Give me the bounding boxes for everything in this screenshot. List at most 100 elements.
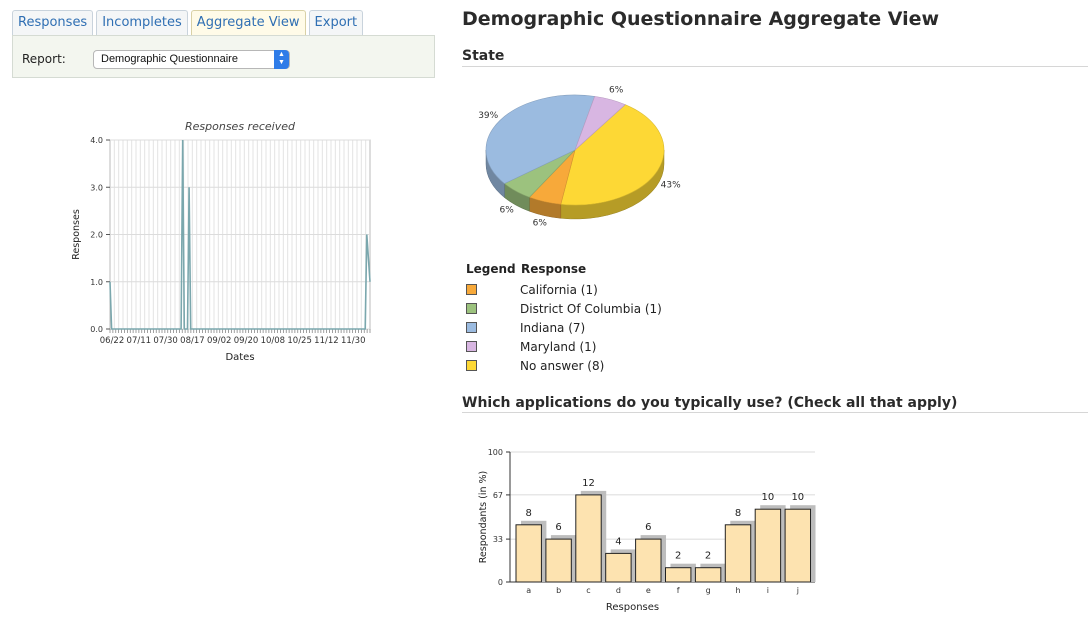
x-tick-label: 11/12 [314, 336, 339, 346]
apps-bar-chart: 0 33 67 100 8 a 6 b 12 c 4 d 6 e 2 f 2 g 8 h 10 i 10 j Responses… [478, 448, 816, 613]
bar-value-label: 10 [791, 492, 804, 503]
legend-item: Indiana (7) [466, 318, 662, 337]
bar [665, 567, 692, 583]
bar [545, 538, 572, 583]
x-tick-label: 09/02 [207, 336, 232, 346]
bar [635, 538, 662, 583]
bar-value-label: 8 [735, 508, 741, 519]
bar [784, 508, 812, 583]
x-axis-label: Dates [225, 352, 254, 363]
legend-swatch [466, 360, 477, 371]
x-tick-label: e [646, 586, 651, 595]
state-legend: Legend Response California (1) District O… [466, 262, 662, 375]
section-divider [462, 412, 1088, 413]
tab-bar: Responses Incompletes Aggregate View Exp… [12, 10, 364, 35]
pie-slice [560, 104, 665, 206]
report-label: Report: [22, 52, 66, 66]
report-select-value: Demographic Questionnaire [101, 53, 238, 65]
legend-swatch [466, 322, 477, 333]
bar-value-label: 12 [582, 478, 595, 489]
y-axis-label: Responses [71, 209, 82, 260]
page-title: Demographic Questionnaire Aggregate View [462, 8, 940, 30]
legend-item: California (1) [466, 280, 662, 299]
bar [575, 494, 602, 583]
tab-incompletes[interactable]: Incompletes [96, 10, 188, 35]
bar-value-label: 6 [645, 522, 651, 533]
tab-export[interactable]: Export [308, 10, 364, 35]
y-tick-label: 67 [493, 491, 503, 500]
x-tick-label: b [556, 586, 561, 595]
pie-label: 43% [661, 180, 681, 190]
x-tick-label: 07/30 [153, 336, 178, 346]
x-tick-label: a [526, 586, 531, 595]
x-tick-label: c [586, 586, 590, 595]
y-tick-label: 1.0 [90, 278, 103, 287]
legend-swatch [466, 341, 477, 352]
section-divider [462, 66, 1088, 67]
state-section-title: State [462, 48, 505, 64]
pie-slice [574, 96, 626, 151]
y-tick-label: 4.0 [90, 136, 103, 145]
x-tick-label: 10/25 [287, 336, 312, 346]
legend-label: No answer (8) [520, 358, 605, 373]
bar [605, 552, 632, 583]
pie-label: 6% [533, 218, 548, 228]
apps-section-title: Which applications do you typically use?… [462, 395, 958, 411]
bar-value-label: 2 [675, 551, 681, 562]
legend-item: District Of Columbia (1) [466, 299, 662, 318]
legend-item: No answer (8) [466, 356, 662, 375]
legend-swatch [466, 303, 477, 314]
x-tick-label: 11/30 [341, 336, 366, 346]
legend-label: Maryland (1) [520, 339, 597, 354]
x-axis-label: Responses [606, 602, 659, 613]
legend-header: Legend Response [466, 262, 662, 276]
x-tick-label: h [735, 586, 740, 595]
y-tick-label: 0 [498, 578, 503, 587]
x-tick-label: 09/20 [234, 336, 259, 346]
pie-label: 6% [609, 86, 624, 96]
bar-value-label: 4 [615, 536, 621, 547]
legend-item: Maryland (1) [466, 337, 662, 356]
bar [724, 524, 752, 583]
legend-label: California (1) [520, 282, 598, 297]
x-tick-label: f [677, 586, 680, 595]
bar-value-label: 8 [526, 508, 532, 519]
bar-value-label: 2 [705, 551, 711, 562]
y-tick-label: 2.0 [90, 231, 103, 240]
y-tick-label: 0.0 [90, 325, 103, 334]
bar-value-label: 10 [762, 492, 775, 503]
tab-responses[interactable]: Responses [12, 10, 94, 35]
chart-title: Responses received [185, 120, 296, 133]
pie-label: 39% [478, 111, 498, 121]
bar [515, 524, 542, 583]
tab-aggregate-view[interactable]: Aggregate View [190, 10, 306, 35]
x-tick-label: j [796, 586, 799, 595]
bar-value-label: 6 [555, 522, 561, 533]
x-tick-label: d [616, 586, 621, 595]
bar [694, 567, 722, 583]
report-select[interactable]: Demographic Questionnaire ▲ ▼ [93, 50, 290, 69]
legend-header-response: Response [521, 262, 587, 276]
legend-label: District Of Columbia (1) [520, 301, 662, 316]
x-tick-label: 07/11 [127, 336, 152, 346]
bar [754, 508, 782, 583]
y-axis-label: Respondants (in %) [478, 471, 489, 564]
x-tick-label: 06/22 [100, 336, 125, 346]
x-tick-label: 08/17 [180, 336, 205, 346]
state-pie-chart: 43% 6% 6% 39% 6% [478, 86, 681, 229]
legend-header-legend: Legend [466, 262, 516, 276]
y-tick-label: 100 [488, 448, 503, 457]
x-tick-label: 10/08 [261, 336, 286, 346]
y-tick-label: 3.0 [90, 183, 103, 192]
pie-label: 6% [500, 206, 515, 216]
select-arrows-icon: ▲ ▼ [274, 50, 289, 69]
legend-swatch [466, 284, 477, 295]
series-line [109, 139, 371, 330]
x-tick-label: i [767, 586, 769, 595]
y-tick-label: 33 [493, 535, 503, 544]
x-tick-label: g [706, 586, 711, 595]
pie-slice [485, 94, 596, 184]
legend-label: Indiana (7) [520, 320, 586, 335]
report-bar: Report: Demographic Questionnaire ▲ ▼ [12, 35, 435, 78]
